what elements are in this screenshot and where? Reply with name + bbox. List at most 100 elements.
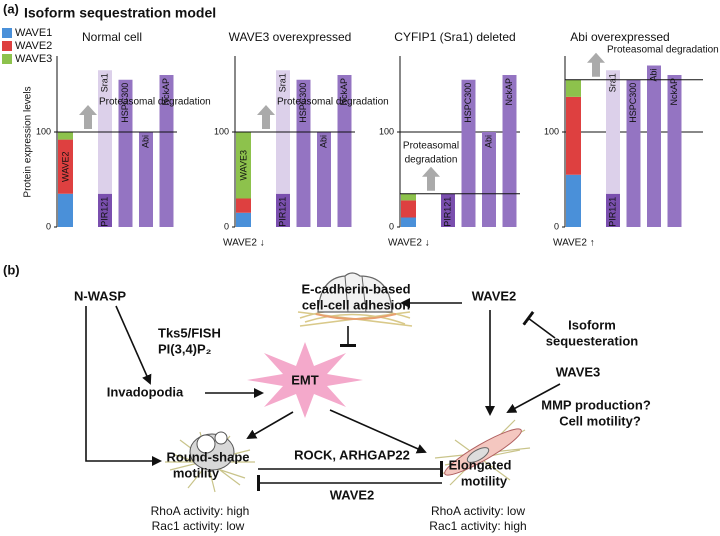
subunit-label: NckAP	[504, 78, 514, 106]
annotation: Proteasomal degradation	[99, 97, 211, 108]
subunit-bar	[118, 79, 133, 227]
panel-label: (a)	[3, 1, 19, 16]
y-tick-label: 0	[554, 221, 559, 231]
chart-title: Abi overexpressed	[570, 30, 669, 44]
emt-star	[247, 342, 363, 418]
chart: Abi overexpressed 0 100 PIR121 Sra1 HSPC300 Ab…	[544, 30, 719, 248]
elongated-cell-illustration	[434, 419, 531, 486]
node-label: Invadopodia	[107, 384, 184, 399]
node-label: cell-cell adhesion	[302, 297, 410, 312]
chart-note: WAVE2 ↓	[223, 238, 265, 249]
legend-label: WAVE2	[15, 40, 52, 52]
node-label: Cell motility?	[559, 413, 641, 428]
degradation-arrow	[422, 166, 440, 191]
y-tick-label: 0	[46, 221, 51, 231]
subunit-label: HSPC300	[120, 83, 130, 123]
activity-label: RhoA activity: low	[431, 504, 525, 518]
subunit-label: Abi	[318, 135, 328, 148]
subunit-bar	[337, 75, 352, 227]
degradation-arrow	[79, 105, 97, 129]
subunit-bar	[461, 79, 476, 227]
adhesion-illustration	[297, 272, 413, 327]
node-label: EMT	[291, 372, 319, 387]
y-tick-label: 0	[224, 221, 229, 231]
connectors	[85, 298, 561, 491]
y-tick-label: 100	[36, 126, 51, 136]
edge-label: WAVE2	[330, 487, 375, 502]
node-label: N-WASP	[74, 288, 126, 303]
y-tick-label: 100	[214, 126, 229, 136]
node-label: Elongated	[449, 457, 512, 472]
subunit-bar	[626, 79, 641, 227]
stacked-segment	[58, 139, 73, 194]
node-label: Isoform	[568, 317, 616, 332]
arrow	[329, 409, 427, 454]
subunit-bar	[482, 132, 496, 227]
edge-label: ROCK, ARHGAP22	[294, 447, 410, 462]
node-label: sequesteration	[546, 333, 639, 348]
stacked-segment	[236, 132, 251, 199]
stacked-segment	[401, 217, 416, 227]
subunit-bar	[647, 65, 661, 227]
subunit-bar	[606, 70, 620, 194]
subunit-label: PIR121	[442, 197, 452, 227]
node-label: E-cadherin-based	[301, 281, 410, 296]
round-cell-illustration	[165, 431, 255, 493]
subunit-label: NckAP	[669, 78, 679, 106]
degradation-arrow	[257, 105, 275, 129]
stacked-segment	[236, 212, 251, 227]
node-label: Round-shape	[166, 449, 249, 464]
legend-swatch	[2, 28, 12, 38]
chart: WAVE3 overexpressed 0 100 WAVE3 PIR121 Sra1 HS…	[214, 30, 389, 248]
node-label: motility	[461, 473, 508, 488]
subunit-label: NckAP	[161, 78, 171, 106]
stacked-segment	[58, 132, 73, 140]
chart-note: WAVE2 ↑	[553, 238, 595, 249]
subunit-bar	[276, 193, 290, 227]
legend-swatch	[2, 54, 12, 64]
annotation: degradation	[405, 154, 458, 165]
y-tick-label: 0	[389, 221, 394, 231]
subunit-label: PIR121	[99, 197, 109, 227]
activity-label: RhoA activity: high	[151, 504, 250, 518]
annotation: Proteasomal degradation	[607, 44, 719, 55]
stacked-segment	[401, 193, 416, 201]
chart: CYFIP1 (Sra1) deleted 0 100 PIR121 HSPC300 Ab…	[379, 30, 520, 249]
charts: Normal cell Protein expression levels 0 100…	[23, 30, 719, 248]
chart-title: CYFIP1 (Sra1) deleted	[394, 30, 515, 44]
subunit-label: HSPC300	[628, 83, 638, 123]
legend-label: WAVE1	[15, 27, 52, 39]
subunit-label: NckAP	[339, 78, 349, 106]
chart: Normal cell Protein expression levels 0 100…	[23, 30, 211, 231]
inhibition	[522, 310, 556, 339]
activity-label: Rac1 activity: high	[429, 519, 526, 533]
annotation: Proteasomal	[403, 140, 459, 151]
arrow	[506, 383, 561, 413]
node-label: WAVE3	[556, 364, 601, 379]
stacked-segment	[236, 198, 251, 213]
subunit-bar	[139, 132, 153, 227]
subunit-bar	[159, 75, 174, 227]
subunit-label: Sra1	[607, 73, 617, 92]
stacked-segment	[401, 200, 416, 218]
panel-label: (b)	[3, 262, 20, 277]
node-label: Tks5/FISH	[158, 325, 221, 340]
arrow	[115, 305, 152, 385]
stacked-segment	[566, 96, 581, 175]
subunit-bar	[606, 193, 620, 227]
subunit-bar	[441, 193, 455, 227]
segment-label: WAVE3	[238, 150, 248, 181]
subunit-label: Abi	[140, 135, 150, 148]
subunit-bar	[502, 75, 517, 227]
subunit-label: PIR121	[607, 197, 617, 227]
y-tick-label: 100	[379, 126, 394, 136]
legend-label: WAVE3	[15, 53, 52, 65]
panel-title: Isoform sequestration model	[24, 5, 216, 21]
subunit-label: Sra1	[277, 73, 287, 92]
subunit-label: HSPC300	[298, 83, 308, 123]
arrow	[246, 411, 294, 440]
subunit-label: Sra1	[99, 73, 109, 92]
